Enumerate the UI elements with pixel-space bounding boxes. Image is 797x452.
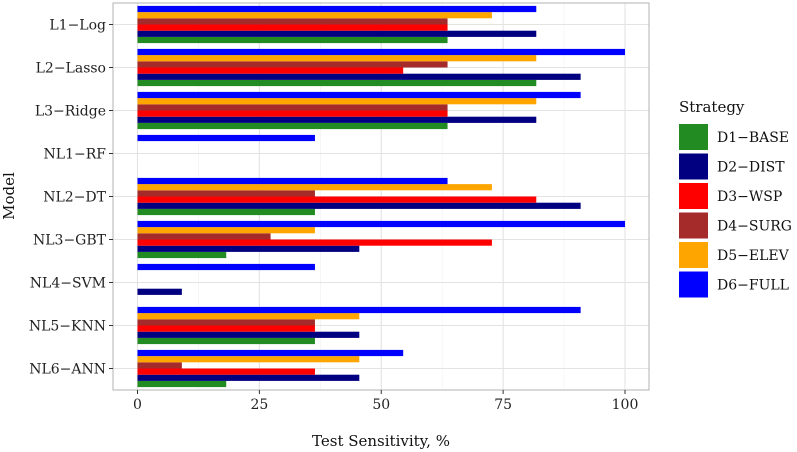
legend-title: Strategy: [679, 98, 745, 116]
legend-key: [679, 271, 708, 298]
y-tick-label: NL5−KNN: [29, 319, 106, 335]
legend-label: D2−DIST: [717, 160, 785, 176]
bar-8-4: [137, 319, 315, 326]
bar-6-2: [137, 245, 360, 252]
bar-2-2: [137, 73, 581, 80]
bar-1-5: [137, 12, 492, 19]
legend-label: D1−BASE: [717, 130, 789, 146]
bar-6-1: [137, 251, 227, 259]
x-tick-label: 75: [494, 397, 512, 413]
x-axis-tick-labels: 0 25 50 75 100: [133, 390, 638, 413]
legend-key: [679, 212, 708, 239]
bar-5-6: [137, 177, 448, 185]
bar-5-4: [137, 190, 315, 197]
y-tick-label: NL6−ANN: [29, 362, 106, 378]
x-tick-label: 25: [250, 397, 268, 413]
bar-1-3: [137, 24, 448, 31]
bar-6-4: [137, 233, 271, 240]
bar-9-3: [137, 368, 315, 375]
bar-5-1: [137, 208, 315, 216]
bar-1-6: [137, 5, 537, 13]
legend-key: [679, 124, 708, 150]
bar-3-2: [137, 116, 537, 123]
y-axis-title: Model: [0, 172, 18, 220]
bar-9-6: [137, 349, 404, 357]
legend-label: D5−ELEV: [717, 248, 790, 264]
bar-9-4: [137, 362, 182, 369]
legend-key: [679, 242, 708, 268]
bar-8-6: [137, 306, 581, 314]
bar-7-2: [137, 288, 182, 295]
bar-1-1: [137, 36, 448, 44]
x-axis-title: Test Sensitivity, %: [312, 432, 450, 450]
bar-5-5: [137, 184, 492, 191]
bar-1-4: [137, 18, 448, 25]
bar-3-4: [137, 104, 448, 111]
bar-8-2: [137, 331, 360, 338]
bar-6-6: [137, 220, 625, 228]
bar-3-3: [137, 110, 448, 117]
y-tick-label: NL3−GBT: [33, 233, 107, 249]
bar-2-6: [137, 48, 625, 56]
legend-label: D6−FULL: [717, 278, 789, 294]
legend-key: [679, 153, 708, 180]
y-tick-label: L3−Ridge: [35, 104, 106, 120]
bar-4-6: [137, 134, 315, 142]
bar-9-2: [137, 374, 360, 381]
bar-2-1: [137, 79, 537, 87]
y-tick-label: L2−Lasso: [36, 61, 106, 77]
bar-8-3: [137, 325, 315, 332]
x-tick-label: 100: [612, 397, 639, 413]
bar-3-1: [137, 122, 448, 130]
bar-6-3: [137, 239, 492, 246]
bar-5-3: [137, 196, 537, 203]
bar-1-2: [137, 30, 537, 37]
bar-3-5: [137, 98, 537, 105]
bar-2-5: [137, 55, 537, 62]
bar-3-6: [137, 91, 581, 99]
y-tick-label: L1−Log: [49, 18, 106, 34]
y-tick-label: NL2−DT: [43, 190, 106, 206]
bar-6-5: [137, 227, 315, 234]
bar-7-6: [137, 263, 315, 271]
bar-8-1: [137, 337, 315, 345]
y-tick-label: NL4−SVM: [30, 276, 106, 292]
bar-9-5: [137, 356, 360, 363]
bars: [137, 5, 625, 388]
x-tick-label: 0: [133, 397, 142, 413]
bar-2-4: [137, 61, 448, 68]
bar-8-5: [137, 313, 360, 320]
bar-5-2: [137, 202, 581, 209]
legend-key: [679, 183, 708, 209]
bar-9-1: [137, 380, 227, 388]
legend-label: D3−WSP: [717, 189, 782, 205]
legend: Strategy D1−BASE D2−DIST D3−WSP D4−SURG D5−E…: [679, 98, 792, 298]
bar-2-3: [137, 67, 404, 74]
legend-label: D4−SURG: [717, 219, 792, 235]
y-axis-tick-labels: L1−Log L2−Lasso L3−Ridge NL1−RF NL2−DT NL3−GB…: [29, 18, 113, 378]
y-tick-label: NL1−RF: [44, 147, 107, 163]
x-tick-label: 50: [372, 397, 390, 413]
